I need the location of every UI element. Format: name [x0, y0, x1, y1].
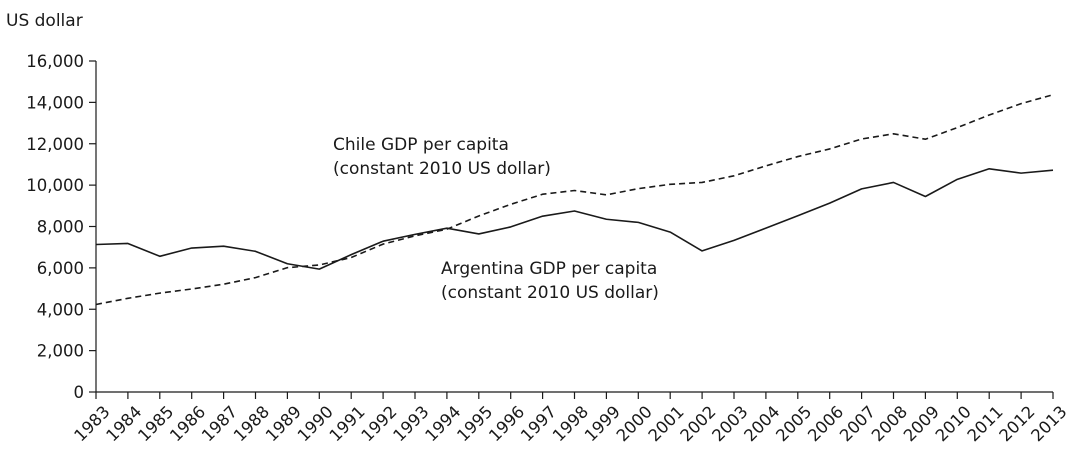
x-tick-label: 2009 [900, 402, 943, 445]
x-tick-label: 1985 [134, 402, 177, 445]
x-tick-label: 1990 [294, 402, 337, 445]
series-lines [95, 93, 1054, 306]
x-tick-label: 1991 [326, 402, 369, 445]
annotation-argentina-line: Argentina GDP per capita [441, 259, 657, 279]
x-tick-label: 1995 [453, 402, 496, 445]
series-line-argentina [95, 167, 1054, 270]
annotation-argentina-line: (constant 2010 US dollar) [441, 283, 659, 303]
x-tick-label: 2005 [772, 402, 815, 445]
x-axis: 1983198419851986198719881989199019911992… [70, 391, 1068, 445]
y-tick-label: 12,000 [26, 135, 84, 154]
y-tick-label: 4,000 [37, 300, 84, 319]
y-tick-label: 2,000 [37, 342, 84, 361]
y-axis: 0 2,000 4,000 6,000 8,000 10,000 12,000 14,000 1… [26, 52, 97, 402]
x-tick-label: 1986 [166, 402, 209, 445]
x-tick-label: 1996 [485, 402, 528, 445]
x-tick-label: 2011 [964, 402, 1007, 445]
y-tick-label: 16,000 [26, 52, 84, 71]
x-tick-label: 2000 [613, 402, 656, 445]
annotation-argentina: Argentina GDP per capita (constant 2010 U… [441, 259, 659, 303]
y-tick-label: 0 [74, 383, 85, 402]
x-tick-label: 1984 [102, 402, 145, 445]
x-tick-label: 2003 [708, 402, 751, 445]
x-tick-label: 1992 [358, 402, 401, 445]
x-tick-label: 1999 [581, 402, 624, 445]
series-line-chile [95, 93, 1054, 306]
x-tick-label: 1997 [517, 402, 560, 445]
x-tick-label: 2006 [804, 402, 847, 445]
y-tick-label: 6,000 [37, 259, 84, 278]
annotation-chile-line: Chile GDP per capita [333, 135, 509, 155]
y-tick-label: 8,000 [37, 218, 84, 237]
x-tick-label: 1988 [230, 402, 273, 445]
x-tick-label: 2002 [677, 402, 720, 445]
x-tick-label: 2007 [836, 402, 879, 445]
x-tick-label: 1998 [549, 402, 592, 445]
y-axis-label: US dollar [6, 11, 83, 31]
x-tick-label: 2004 [740, 402, 783, 445]
series-annotations: Chile GDP per capita (constant 2010 US do… [333, 135, 659, 303]
x-tick-label: 1993 [389, 402, 432, 445]
annotation-chile: Chile GDP per capita (constant 2010 US do… [333, 135, 551, 179]
x-tick-label: 1987 [198, 402, 241, 445]
annotation-chile-line: (constant 2010 US dollar) [333, 159, 551, 179]
x-tick-label: 2008 [868, 402, 911, 445]
x-tick-label: 1994 [421, 402, 464, 445]
x-tick-label: 2010 [932, 402, 975, 445]
x-tick-label: 2012 [996, 402, 1039, 445]
x-tick-label: 1989 [262, 402, 305, 445]
x-tick-label: 2001 [645, 402, 688, 445]
y-tick-label: 10,000 [26, 176, 84, 195]
y-tick-label: 14,000 [26, 93, 84, 112]
x-tick-label: 1983 [70, 402, 113, 445]
x-tick-label: 2013 [1027, 402, 1068, 445]
